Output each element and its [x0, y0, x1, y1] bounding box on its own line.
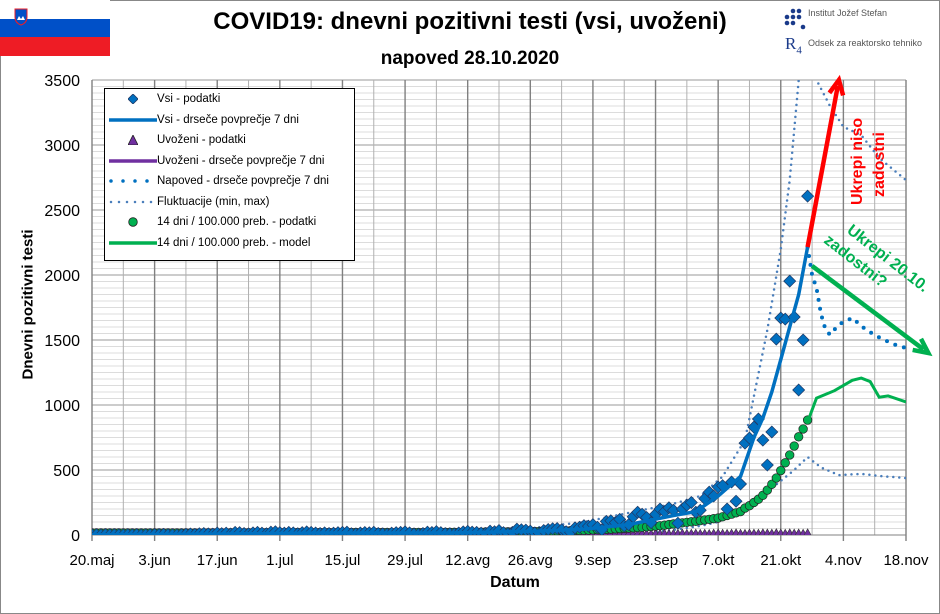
- ijs-logo-text: Institut Jožef Stefan: [808, 8, 888, 18]
- x-tick-label: 1.jul: [266, 552, 294, 569]
- vsi-point: [801, 189, 815, 203]
- vsi-point: [756, 433, 770, 447]
- vsi-point: [760, 458, 774, 472]
- y-tick-label: 1000: [44, 398, 80, 415]
- y-tick-label: 2500: [44, 203, 80, 220]
- ijs-logo-icon: [784, 8, 806, 30]
- legend-label: Fluktuacije (min, max): [157, 195, 270, 208]
- vsi-point: [684, 496, 698, 509]
- chart-title: COVID19: dnevni pozitivni testi (vsi, uv…: [213, 8, 727, 35]
- vsi-point: [796, 333, 810, 347]
- x-tick-label: 4.nov: [825, 552, 862, 569]
- legend-label: Vsi - podatki: [157, 93, 221, 106]
- y-axis-title: Dnevni pozitivni testi: [19, 229, 37, 380]
- vsi-point: [783, 274, 797, 288]
- x-axis-title: Datum: [490, 574, 540, 591]
- x-tick-label: 17.jun: [197, 552, 238, 569]
- fluctuation-max-line: [538, 80, 906, 529]
- legend-label: 14 dni / 100.000 preb. - model: [157, 236, 311, 249]
- chart-legend: Vsi - podatki Vsi - drseče povprečje 7 d…: [104, 88, 355, 261]
- circle-marker-icon: [109, 215, 157, 229]
- legend-item-uvozeni-povprecje: Uvoženi - drseče povprečje 7 dni: [105, 151, 354, 172]
- line-marker-icon: [109, 113, 157, 127]
- r4-logo-text: Odsek za reaktorsko tehniko: [808, 38, 923, 48]
- x-tick-label: 26.avg: [508, 552, 553, 569]
- vsi-average-line: [92, 246, 810, 535]
- flag-red-stripe: [0, 37, 110, 57]
- vsi-point: [720, 502, 734, 516]
- plot-area: [92, 80, 906, 535]
- red-arrow-head-icon: [827, 74, 846, 97]
- x-tick-label: 7.okt: [702, 552, 735, 569]
- y-tick-label: 1500: [44, 333, 80, 350]
- legend-label: Napoved - drseče povprečje 7 dni: [157, 175, 329, 188]
- chart-subtitle: napoved 28.10.2020: [380, 48, 560, 69]
- x-tick-label: 23.sep: [633, 552, 678, 569]
- y-tick-label: 0: [71, 528, 80, 545]
- d14-model-line: [806, 376, 906, 423]
- fluctuation-min-line: [649, 455, 906, 534]
- uvozeni-point: [803, 528, 812, 535]
- x-tick-label: 29.jul: [387, 552, 423, 569]
- flag-blue-stripe: [0, 18, 110, 38]
- legend-item-napoved: Napoved - drseče povprečje 7 dni: [105, 171, 354, 192]
- line-marker-icon: [109, 236, 157, 250]
- green-arrow-shaft: [810, 264, 925, 352]
- x-tick-label: 21.okt: [760, 552, 802, 569]
- coat-of-arms-icon: [14, 8, 28, 26]
- d14-point: [767, 479, 777, 489]
- legend-label: Uvoženi - podatki: [157, 134, 246, 147]
- vsi-point: [671, 516, 685, 530]
- legend-item-fluktuacije: Fluktuacije (min, max): [105, 192, 354, 213]
- d14-point: [798, 424, 808, 434]
- annotation-red-line1: Ukrepi niso: [849, 118, 866, 205]
- d14-point: [789, 441, 799, 451]
- y-tick-label: 500: [53, 463, 80, 480]
- legend-label: Vsi - drseče povprečje 7 dni: [157, 113, 299, 126]
- r4-logo-icon: R4: [785, 34, 802, 57]
- annotation-red-line2: zadostni: [871, 132, 888, 197]
- triangle-marker-icon: [109, 133, 157, 147]
- d14-point: [780, 458, 790, 468]
- legend-item-vsi-povprecje: Vsi - drseče povprečje 7 dni: [105, 110, 354, 131]
- legend-item-uvozeni-podatki: Uvoženi - podatki: [105, 130, 354, 151]
- vsi-point: [792, 383, 806, 397]
- x-tick-label: 20.maj: [69, 552, 114, 569]
- y-tick-label: 2000: [44, 268, 80, 285]
- x-tick-label: 15.jul: [325, 552, 361, 569]
- legend-item-d14-podatki: 14 dni / 100.000 preb. - podatki: [105, 212, 354, 233]
- d14-point: [771, 473, 781, 483]
- legend-item-vsi-podatki: Vsi - podatki: [105, 89, 354, 110]
- d14-point: [794, 432, 804, 442]
- annotation-red: Ukrepi niso zadostni: [849, 118, 888, 205]
- x-tick-label: 9.sep: [575, 552, 612, 569]
- slovenia-flag: [0, 0, 110, 57]
- dotted-line-icon: [109, 174, 157, 188]
- y-tick-label: 3500: [44, 73, 80, 90]
- dotted-line-icon: [109, 195, 157, 209]
- red-arrow-shaft: [805, 85, 841, 248]
- d14-point: [776, 465, 786, 476]
- x-tick-label: 12.avg: [445, 552, 490, 569]
- legend-label: 14 dni / 100.000 preb. - podatki: [157, 216, 317, 229]
- x-tick-label: 3.jun: [138, 552, 171, 569]
- legend-item-d14-model: 14 dni / 100.000 preb. - model: [105, 233, 354, 254]
- vsi-point: [769, 332, 783, 346]
- legend-label: Uvoženi - drseče povprečje 7 dni: [157, 154, 325, 167]
- y-tick-label: 3000: [44, 138, 80, 155]
- green-arrow-head-icon: [912, 337, 933, 357]
- vsi-point: [765, 425, 779, 439]
- x-tick-label: 18.nov: [883, 552, 929, 569]
- d14-point: [785, 450, 795, 460]
- line-marker-icon: [109, 154, 157, 168]
- vsi-point: [729, 494, 743, 508]
- forecast-line: [805, 245, 906, 351]
- diamond-marker-icon: [109, 92, 157, 106]
